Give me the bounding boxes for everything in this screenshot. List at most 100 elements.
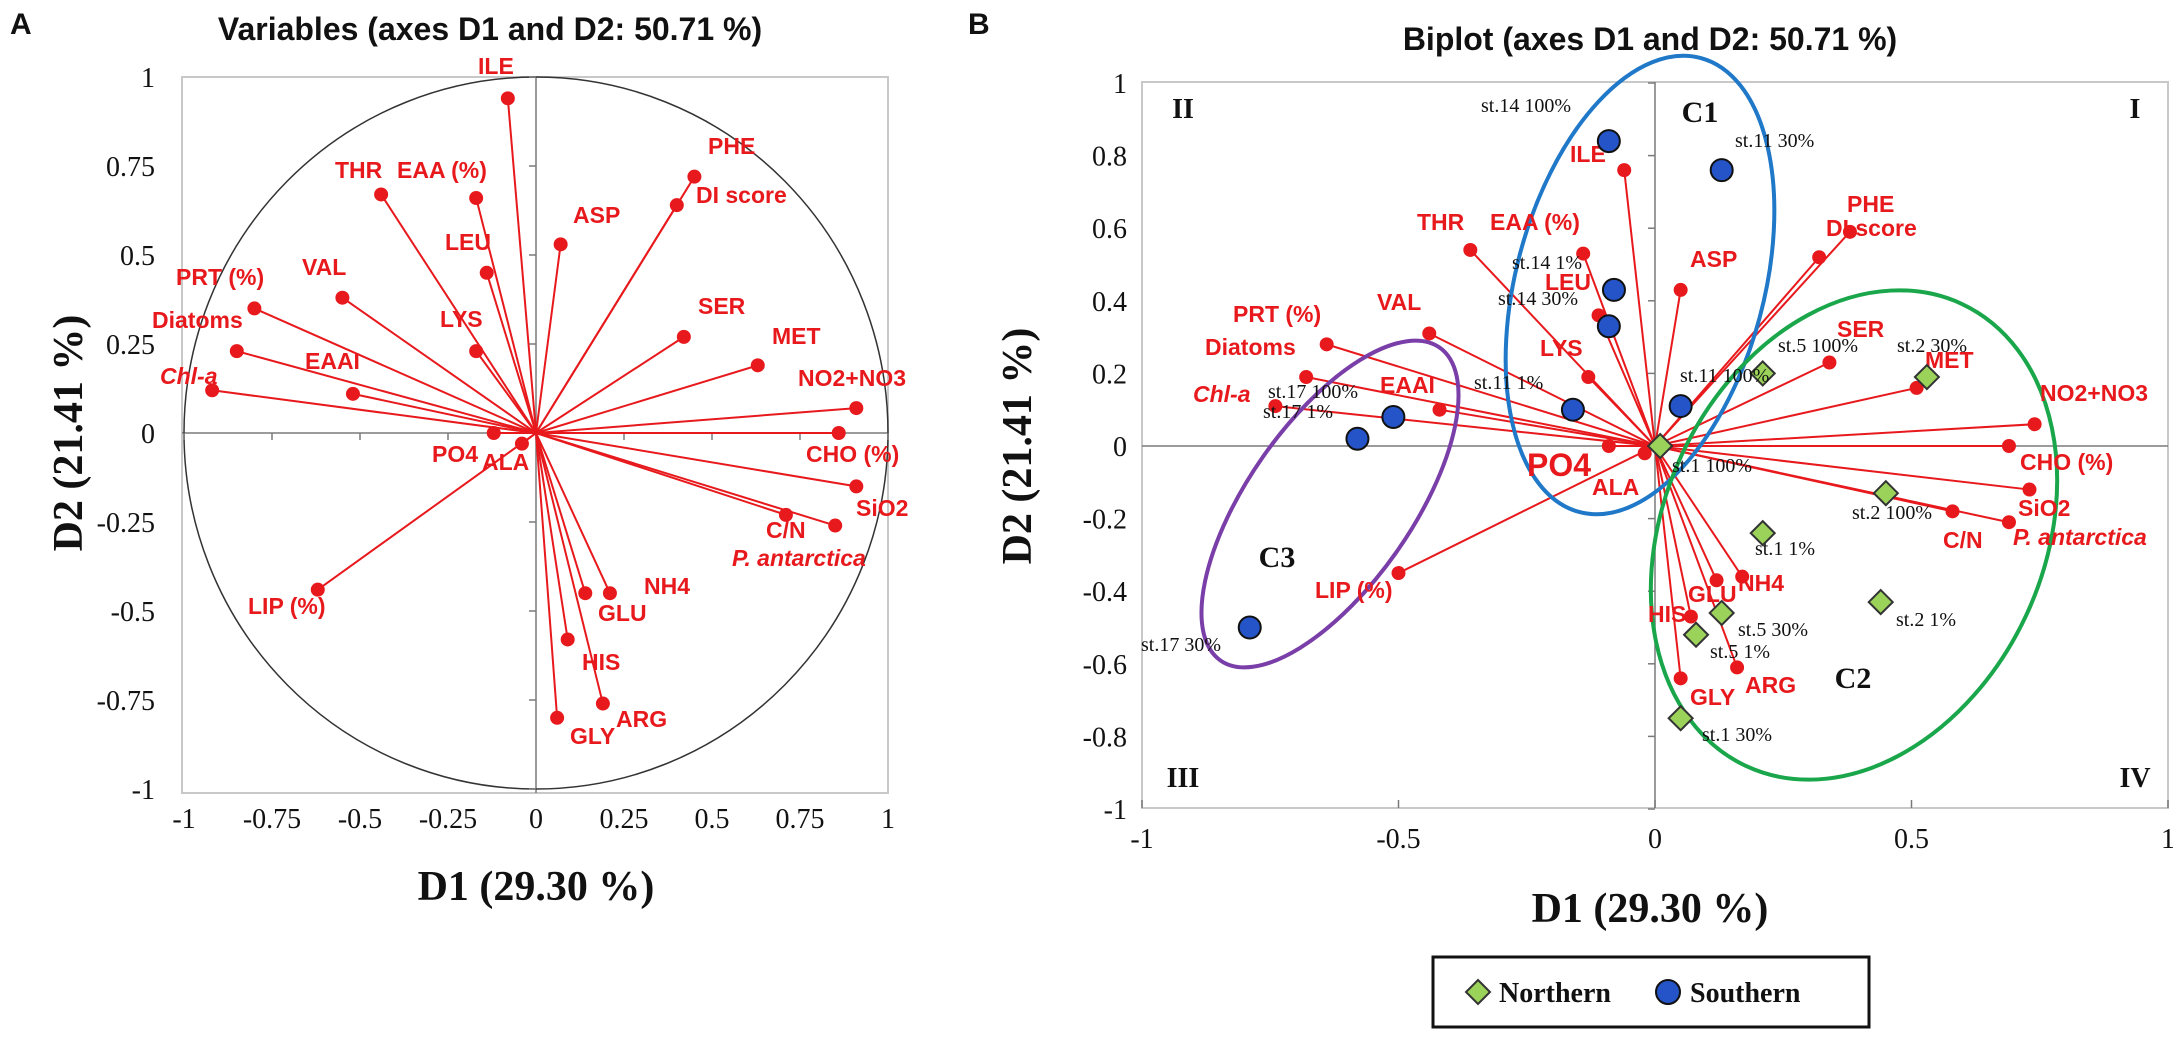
b-label-prt: PRT (%) [1233,301,1321,327]
a-vector-his [535,432,569,640]
legend-northern-marker [1464,978,1492,1006]
cluster-c2-label: C2 [1835,662,1872,695]
b-vector-diatoms [1305,376,1656,447]
a-x-tick-label: -0.75 [243,804,301,835]
a-label-ile: ILE [478,53,514,79]
a-point-prt [247,301,262,316]
a-label-leu: LEU [445,229,491,255]
a-point-asp [553,237,568,252]
a-x-tick-label: -0.25 [419,804,477,835]
b-point-po4 [1601,439,1616,453]
a-label-gly: GLY [570,723,615,749]
b-point-chl-a [1268,399,1283,414]
b-vector-prt [1326,343,1656,447]
obs-label-st1-1: st.1 1% [1755,538,1815,560]
obs-label-st11-100: st.11 100% [1680,365,1769,387]
a-y-tick-label: 0.25 [106,330,155,361]
b-label-leu: LEU [1545,269,1591,295]
obs-northern-st-5-100 [1749,359,1777,387]
b-vector-no2-no3 [1654,423,2035,447]
b-vector-lys [1587,376,1656,447]
a-x-tick-label: -1 [172,804,195,835]
a-label-ala: ALA [482,449,529,475]
obs-label-st17-30: st.17 30% [1141,634,1221,656]
panel-b-x-axis-label: D1 (29.30 %) [1532,886,1769,932]
obs-northern-st-2-30 [1913,363,1941,391]
panel-b-observations [1237,129,1941,732]
b-vector-ile [1623,170,1656,447]
b-point-di-score [1812,250,1827,265]
obs-southern-st-11-30 [1709,158,1734,183]
a-point-diatoms [229,344,244,359]
a-x-tick-label: -0.5 [338,804,382,835]
b-point-prt [1319,337,1334,352]
a-label-met: MET [772,323,821,349]
b-label-po4: PO4 [1527,447,1591,483]
b-y-tick-label: -0.4 [1083,577,1127,608]
panel-b-variable-labels: ILE PHE DI score THR EAA (%) ASP LEU VAL… [1193,141,2148,710]
a-vector-no2-no3 [535,407,857,434]
b-point-ser [1822,355,1837,370]
obs-label-st14-30: st.14 30% [1498,288,1578,310]
a-label-di-score: DI score [696,182,787,208]
a-point-gly [550,710,565,725]
a-point-nh4 [602,586,617,601]
a-point-lip [310,582,325,597]
b-label-eaa: EAA (%) [1490,209,1580,235]
b-label-his: HIS [1648,601,1686,627]
b-label-met: MET [1925,347,1974,373]
cluster-c1-ellipse [1503,53,1777,517]
a-vector-prt [253,307,537,434]
b-point-eaa [1576,246,1591,261]
a-vector-ser [535,336,685,434]
b-vector-eaa [1582,253,1656,447]
b-point-gly [1673,671,1688,686]
cluster-c1-label: C1 [1682,96,1719,129]
b-label-thr: THR [1417,209,1465,235]
a-vector-gly [535,432,559,718]
panel-a-y-ticks: 1 0.75 0.5 0.25 0 -0.25 -0.5 -0.75 -1 [97,63,536,806]
cluster-c3-ellipse [1199,338,1461,670]
obs-northern-st-5-30 [1708,599,1736,627]
b-point-cho [2001,439,2016,453]
b-label-cho: CHO (%) [2020,449,2113,475]
a-point-thr [374,187,389,202]
b-vector-met [1654,386,1917,447]
a-label-chl-a: Chl-a [160,363,218,389]
b-y-tick-label: 0.6 [1092,214,1127,245]
a-point-val [335,290,350,305]
b-x-tick-label: 0 [1648,824,1662,855]
b-point-glu [1709,573,1724,588]
a-vector-asp [535,244,562,434]
obs-label-st14-1: st.14 1% [1512,252,1582,274]
legend-southern-label: Southern [1690,978,1801,1009]
b-vector-lip [1398,445,1656,574]
a-label-diatoms: Diatoms [152,307,243,333]
b-label-p-antarctica: P. antarctica [2013,524,2147,550]
panel-b-x-ticks: -1 -0.5 0 0.5 1 [1130,800,2173,855]
a-y-tick-label: -0.75 [97,686,155,717]
a-vector-thr [380,193,537,434]
b-point-sio2 [2022,482,2037,497]
b-y-tick-label: -0.8 [1083,722,1127,753]
legend-box [1431,955,1871,1029]
b-label-lip: LIP (%) [1315,577,1393,603]
panel-a-variable-labels: ILE THR EAA (%) PHE DI score ASP LEU PRT… [152,53,908,749]
b-x-tick-label: 0.5 [1894,824,1929,855]
a-y-tick-label: 0.5 [120,241,155,272]
b-point-lys [1581,370,1596,385]
cluster-c3-label: C3 [1259,541,1296,574]
a-vector-lys [475,350,537,434]
obs-label-st2-1: st.2 1% [1896,609,1956,631]
obs-southern-st-11-100 [1668,394,1693,419]
a-point-di-score [669,198,684,213]
obs-northern-st-1-30 [1667,704,1695,732]
b-point-p-antarctica [2001,515,2016,530]
b-y-tick-label: 0 [1113,432,1127,463]
quadrant-ii: II [1172,94,1194,125]
b-label-c-n: C/N [1943,527,1983,553]
obs-label-st1-100: st.1 100% [1672,455,1752,477]
obs-southern-st-17-100 [1381,404,1406,429]
b-point-val [1422,326,1437,341]
panel-a-x-ticks: -1 -0.75 -0.5 -0.25 0 0.25 0.5 0.75 1 [172,433,895,835]
